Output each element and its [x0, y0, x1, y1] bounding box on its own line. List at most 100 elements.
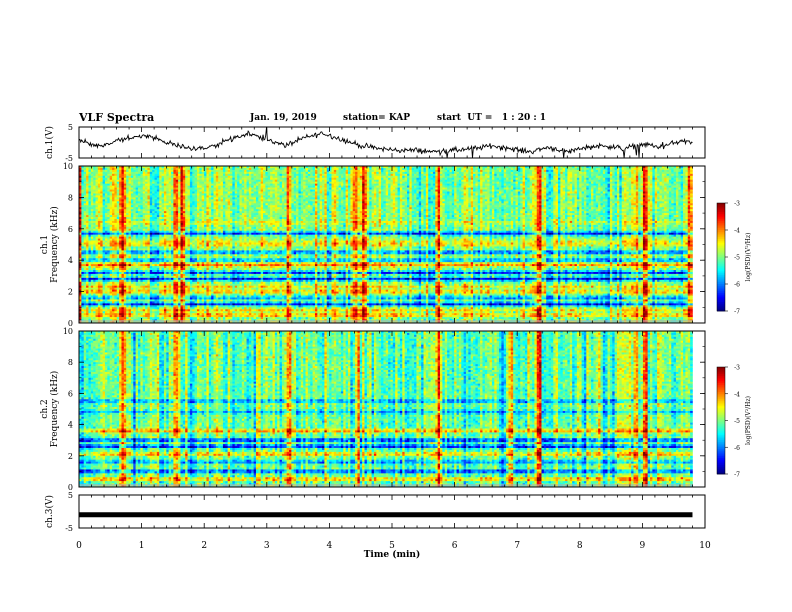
ch1-spectrogram-cell	[376, 173, 379, 177]
ch1-spectrogram-cell	[135, 171, 139, 175]
ch1-spectrogram-cell	[135, 177, 139, 181]
ch1-spectrogram-cell	[442, 177, 446, 181]
ch1-spectrogram-cell	[213, 175, 217, 179]
ch1-spectrogram-cell	[605, 185, 608, 188]
ch1-spectrogram-cell	[293, 189, 297, 192]
ch1-spectrogram-cell	[182, 201, 186, 204]
ch1-spectrogram-cell	[581, 177, 585, 181]
ch1-spectrogram-cell	[614, 189, 618, 192]
ch1-spectrogram-cell	[333, 177, 337, 181]
ch1-spectrogram-cell	[225, 185, 228, 188]
ch1-spectrogram-cell	[383, 199, 387, 202]
ch1-spectrogram-cell	[406, 179, 410, 182]
ch1-spectrogram-cell	[194, 191, 198, 194]
ch1-spectrogram-cell	[81, 185, 85, 188]
ch1-spectrogram-cell	[388, 193, 391, 196]
ch1-spectrogram-cell	[277, 201, 280, 204]
ch1-spectrogram-cells	[79, 166, 693, 324]
ch1-spectrogram-cell	[607, 189, 611, 192]
ch1-spectrogram-cell	[258, 189, 261, 192]
ch1-spectrogram-cell	[619, 189, 622, 192]
ch1-spectrogram-cell	[550, 175, 554, 179]
ch1-spectrogram-cell	[194, 166, 198, 169]
ch1-spectrogram-cell	[305, 189, 309, 192]
ch1-spectrogram-cell	[626, 193, 630, 196]
ch1-spectrogram-cell	[182, 166, 186, 169]
ch1-spectrogram-cell	[310, 199, 313, 202]
ch1-spectrogram-cell	[574, 183, 578, 186]
ch1-spectrogram-cell	[119, 166, 122, 169]
ch1-spectrogram-cell	[175, 187, 179, 190]
ch1-spectrogram-cell	[319, 166, 323, 169]
ch1-spectrogram-cell	[619, 179, 622, 182]
ch1-spectrogram-cell	[102, 173, 106, 177]
ch1-spectrogram-cell	[357, 181, 361, 184]
ch1-spectrogram-cell	[444, 179, 448, 182]
ch1-spectrogram-cell	[432, 199, 436, 202]
ch1-spectrogram-cell	[159, 193, 162, 196]
ch1-spectrogram-cell	[661, 187, 665, 190]
ch1-spectrogram-cell	[201, 181, 205, 184]
ch1-spectrogram-cell	[428, 189, 431, 192]
ch1-spectrogram-cell	[263, 179, 266, 182]
ch1-spectrogram-cell	[598, 177, 601, 181]
ch1-spectrogram-cell	[196, 197, 200, 200]
ch1-spectrogram-cell	[616, 193, 620, 196]
ch1-spectrogram-cell	[267, 181, 271, 184]
ch1-spectrogram-cell	[196, 166, 200, 169]
ch1-spectrogram-cell	[652, 193, 656, 196]
ch1-spectrogram-cell	[104, 193, 108, 196]
ch1-spectrogram-cell	[296, 169, 299, 173]
ch1-spectrogram-cell	[196, 171, 200, 175]
ch1-spectrogram-cell	[381, 193, 384, 196]
ch1-spectrogram-cell	[383, 169, 387, 173]
ch1-spectrogram-cell	[107, 193, 110, 196]
ch1-spectrogram-cell	[673, 195, 677, 198]
ch1-spectrogram-cell	[305, 169, 309, 173]
ch1-spectrogram-cell	[487, 177, 490, 181]
ch1-spectrogram-cell	[104, 187, 108, 190]
ch1-spectrogram-cell	[416, 201, 420, 204]
ch1-spectrogram-cell	[543, 183, 547, 186]
ch1-spectrogram-cell	[366, 177, 370, 181]
ch1-spectrogram-cell	[555, 201, 559, 204]
ch1-spectrogram-cell	[494, 191, 497, 194]
ch1-spectrogram-cell	[347, 167, 351, 171]
ch1-spectrogram-cell	[600, 179, 604, 182]
ch1-spectrogram-cell	[185, 177, 188, 181]
ch1-spectrogram-cell	[161, 177, 165, 181]
ch1-spectrogram-cell	[550, 167, 554, 171]
ch1-spectrogram-cell	[286, 177, 290, 181]
ch1-spectrogram-cell	[149, 199, 153, 202]
ch1-spectrogram-cell	[428, 191, 431, 194]
ch1-spectrogram-cell	[527, 193, 530, 196]
ch1-spectrogram-cell	[647, 197, 651, 200]
ch1-spectrogram-cell	[95, 183, 99, 186]
ch1-spectrogram-cell	[123, 197, 127, 200]
ch1-spectrogram-cell	[166, 187, 169, 190]
ch1-spectrogram-cell	[440, 201, 443, 204]
ch1-spectrogram-cell	[383, 177, 387, 181]
ch1-spectrogram-cell	[253, 171, 257, 175]
ch1-spectrogram-cell	[425, 177, 429, 181]
ch1-spectrogram-cell	[364, 169, 368, 173]
ch1-spectrogram-cell	[586, 199, 589, 202]
ch1-spectrogram-cell	[529, 187, 533, 190]
ch1-spectrogram-cell	[642, 197, 646, 200]
ch1-spectrogram-cell	[463, 173, 467, 177]
ch1-spectrogram-cell	[175, 167, 179, 171]
ch1-spectrogram-cell	[524, 171, 528, 175]
ch1-spectrogram-cell	[673, 187, 677, 190]
ch1-spectrogram-cell	[104, 169, 108, 173]
ch1-spectrogram-cell	[560, 173, 564, 177]
ch1-spectrogram-cell	[591, 171, 594, 175]
ch1-spectrogram-cell	[187, 167, 191, 171]
ch1-spectrogram-cell	[319, 179, 323, 182]
ch1-spectrogram-cell	[281, 166, 285, 169]
ch1-spectrogram-cell	[576, 179, 580, 182]
ch1-spectrogram-cell	[437, 169, 441, 173]
ch1-spectrogram-cell	[317, 173, 320, 177]
ch1-spectrogram-cell	[265, 169, 269, 173]
ch1-spectrogram-cell	[166, 193, 169, 196]
ch1-spectrogram-cell	[194, 183, 198, 186]
